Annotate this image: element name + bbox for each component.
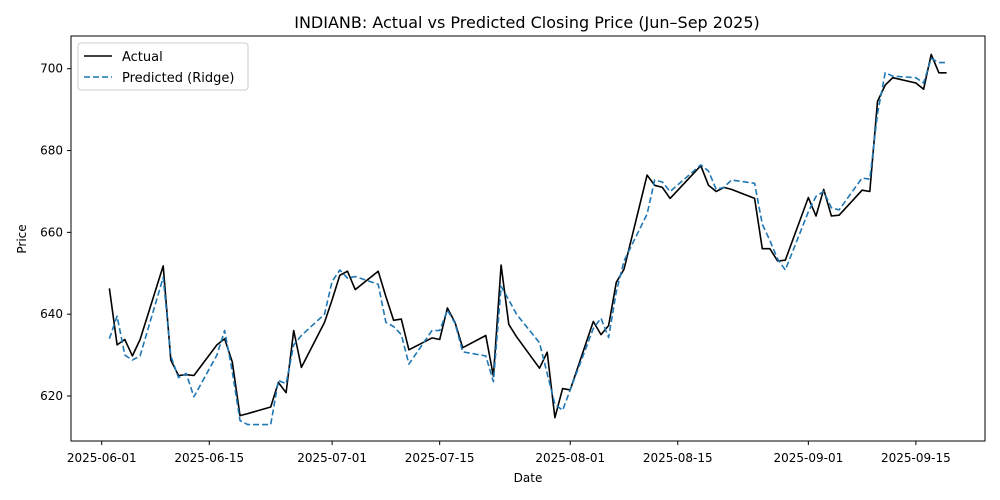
x-tick-label: 2025-09-01 <box>773 451 843 465</box>
y-tick-label: 620 <box>40 389 63 403</box>
legend: Actual Predicted (Ridge) <box>77 42 249 91</box>
y-tick-label: 640 <box>40 307 63 321</box>
x-axis-label: Date <box>514 471 543 485</box>
y-tick-label: 680 <box>40 144 63 158</box>
series-layer <box>108 53 947 426</box>
x-axis-ticks: 2025-06-01 2025-06-15 2025-07-01 2025-07-15… <box>67 441 951 465</box>
series-line-actual <box>108 53 947 419</box>
y-axis-label: Price <box>15 224 29 253</box>
legend-label-predicted: Predicted (Ridge) <box>122 71 234 86</box>
x-tick-label: 2025-07-01 <box>297 451 367 465</box>
x-tick-label: 2025-07-15 <box>405 451 475 465</box>
x-tick-label: 2025-06-15 <box>174 451 244 465</box>
legend-box <box>77 42 249 91</box>
chart-title: INDIANB: Actual vs Predicted Closing Pri… <box>294 13 760 32</box>
series-line-predicted <box>108 57 947 426</box>
y-tick-label: 700 <box>40 62 63 76</box>
x-tick-label: 2025-09-15 <box>881 451 951 465</box>
y-tick-label: 660 <box>40 225 63 239</box>
x-tick-label: 2025-06-01 <box>67 451 137 465</box>
x-tick-label: 2025-08-01 <box>535 451 605 465</box>
plot-area-frame <box>70 35 986 442</box>
legend-label-actual: Actual <box>122 50 163 65</box>
x-tick-label: 2025-08-15 <box>643 451 713 465</box>
y-axis-ticks: 620 640 660 680 700 <box>40 62 71 403</box>
